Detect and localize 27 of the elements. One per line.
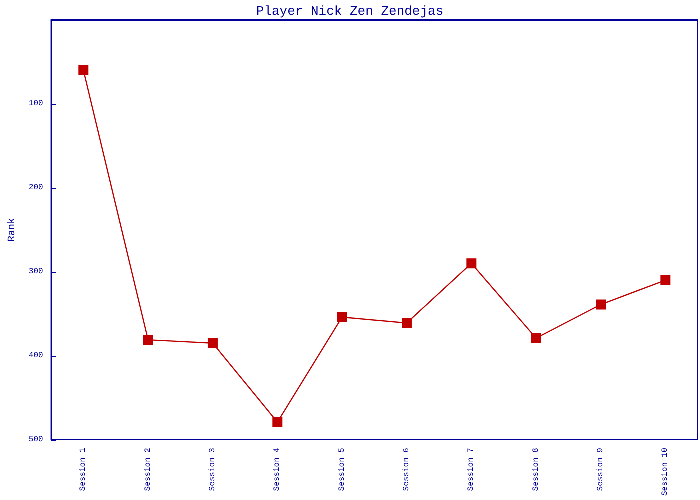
y-tick-label: 400 <box>28 352 44 360</box>
point <box>402 318 412 328</box>
x-tick-label: Session 8 <box>532 448 541 492</box>
x-tick-label: Session 7 <box>467 448 476 492</box>
y-tick-label: 500 <box>28 436 44 444</box>
point <box>337 312 348 322</box>
x-tick-label: Session 9 <box>596 448 606 492</box>
point <box>596 300 606 310</box>
x-tick-label: Session 4 <box>273 448 282 492</box>
point <box>531 333 542 344</box>
x-tick-label: Session 2 <box>144 448 153 492</box>
point <box>208 338 218 348</box>
x-tick-label: Session 1 <box>79 448 88 492</box>
x-tick-label: Session 6 <box>402 448 412 492</box>
chart-title: Player Nick Zen Zendejas <box>256 4 444 19</box>
point <box>143 335 154 346</box>
y-axis-title: Rank <box>6 218 18 242</box>
x-tick-label: Session 10 <box>661 448 670 496</box>
x-tick-label: Session 5 <box>338 448 347 492</box>
point <box>660 275 671 286</box>
y-tick-label: 300 <box>28 268 44 276</box>
point <box>466 258 477 269</box>
x-tick-label: Session 3 <box>208 448 218 492</box>
point <box>272 417 283 428</box>
y-tick-label: 100 <box>28 100 44 108</box>
y-tick-label: 200 <box>28 184 44 192</box>
point <box>78 65 89 76</box>
